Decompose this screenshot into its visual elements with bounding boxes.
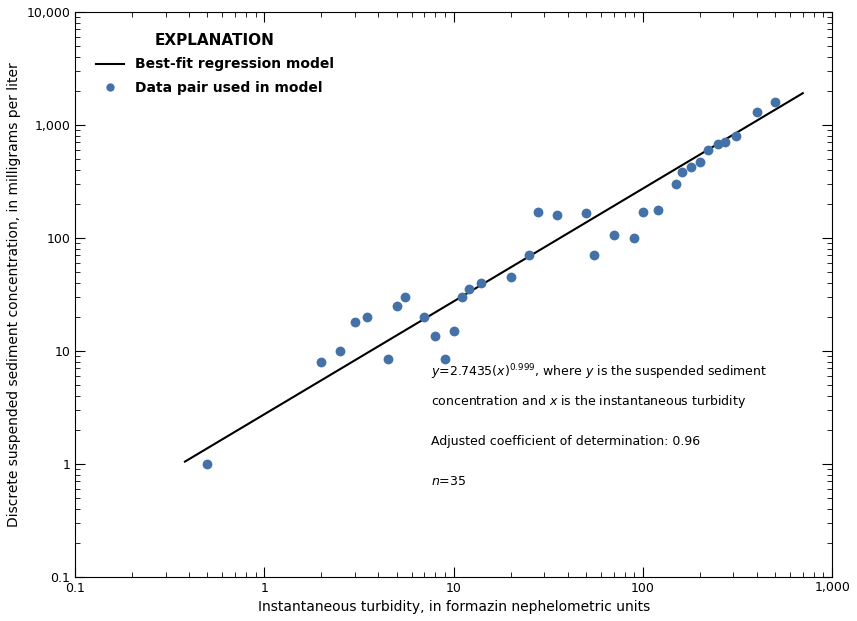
Point: [475, 278, 488, 288]
Point: [504, 272, 518, 282]
Point: [587, 250, 601, 260]
Point: [651, 206, 665, 215]
Point: [636, 207, 650, 217]
Point: [428, 331, 442, 341]
Point: [455, 292, 469, 302]
Point: [674, 168, 688, 178]
Text: $n$=35: $n$=35: [431, 475, 466, 488]
Point: [462, 284, 476, 294]
Text: concentration and $x$ is the instantaneous turbidity: concentration and $x$ is the instantaneo…: [431, 393, 746, 410]
Point: [446, 326, 460, 336]
Point: [333, 346, 346, 356]
Point: [348, 317, 362, 327]
Point: [531, 207, 545, 217]
Point: [579, 208, 593, 218]
Point: [701, 145, 715, 155]
Point: [607, 230, 620, 240]
Point: [669, 179, 683, 189]
Point: [711, 139, 725, 149]
Point: [398, 292, 411, 302]
X-axis label: Instantaneous turbidity, in formazin nephelometric units: Instantaneous turbidity, in formazin nep…: [258, 600, 650, 614]
Point: [522, 250, 536, 260]
Legend: Best-fit regression model, Data pair used in model: Best-fit regression model, Data pair use…: [89, 26, 341, 102]
Point: [417, 312, 431, 322]
Y-axis label: Discrete suspended sediment concentration, in milligrams per liter: Discrete suspended sediment concentratio…: [7, 62, 21, 527]
Text: $y$=2.7435($x$)$^{0.999}$, where $y$ is the suspended sediment: $y$=2.7435($x$)$^{0.999}$, where $y$ is …: [431, 362, 767, 382]
Point: [381, 354, 395, 364]
Point: [550, 210, 564, 220]
Text: Adjusted coefficient of determination: 0.96: Adjusted coefficient of determination: 0…: [431, 435, 700, 448]
Point: [438, 354, 452, 364]
Point: [750, 107, 764, 117]
Point: [390, 301, 404, 310]
Point: [717, 137, 731, 147]
Point: [685, 163, 698, 173]
Point: [201, 459, 214, 469]
Point: [361, 312, 375, 322]
Point: [729, 131, 743, 141]
Point: [627, 233, 641, 243]
Point: [769, 97, 782, 107]
Point: [315, 356, 328, 366]
Point: [693, 157, 707, 167]
